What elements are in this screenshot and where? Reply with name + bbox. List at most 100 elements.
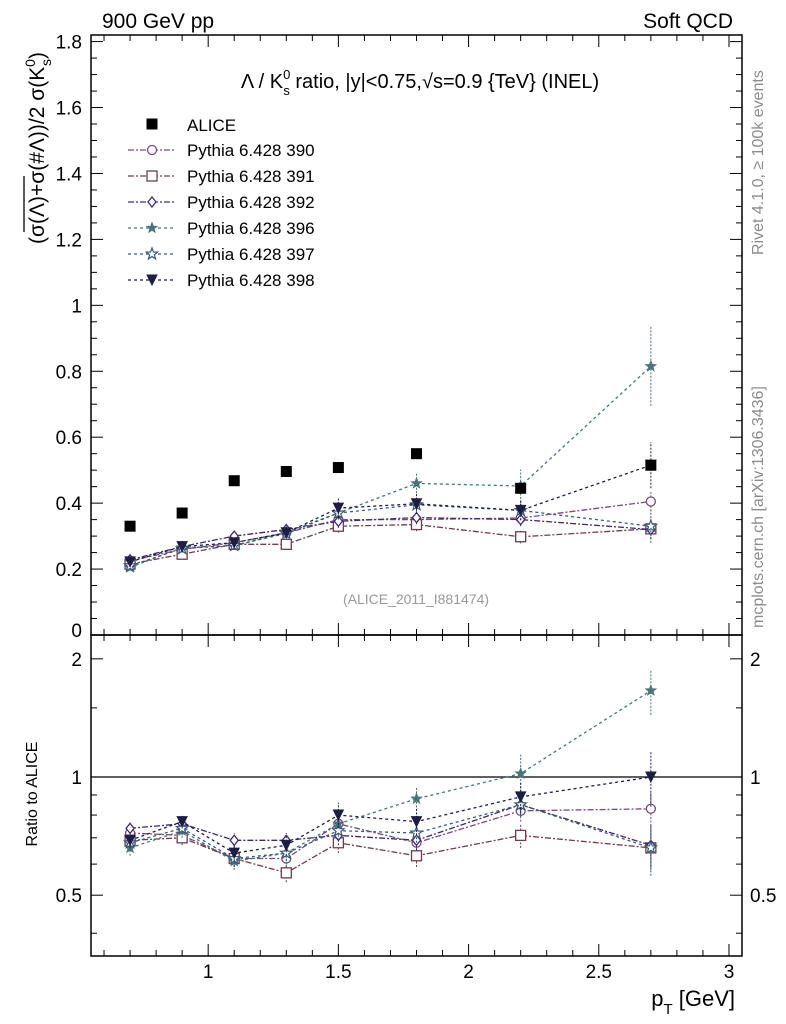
series-392-ratio-point <box>411 834 422 847</box>
y-axis-label: (σ(Λ)+σ(#Λ))/2 σ(K0s) <box>22 52 54 244</box>
series-396-line <box>129 365 652 569</box>
header-left: 900 GeV pp <box>102 10 214 33</box>
y-tick-label: 1.4 <box>56 164 83 185</box>
chart-title: Λ / K0 s ratio, |y|<0.75,√s=0.9 {TeV} (IN… <box>241 67 599 98</box>
y-tick-label: 0.6 <box>56 428 82 449</box>
ratio-y-tick-label: 2 <box>71 650 82 671</box>
ratio-y-tick-label: 2 <box>750 650 761 671</box>
legend-398-marker <box>146 274 158 287</box>
x-tick-label: 2 <box>463 962 474 983</box>
ratio-y-tick-label: 0.5 <box>750 886 776 907</box>
series-398-point <box>332 502 345 515</box>
series-391-point <box>280 538 292 550</box>
series-390-ratio-point <box>645 803 657 814</box>
series-397-ratio-point <box>409 825 424 840</box>
x-tick-label: 1 <box>203 962 214 983</box>
series-390-line <box>129 500 651 562</box>
x-tick-label: 3 <box>724 962 735 983</box>
series-391-ratio-point <box>280 867 292 879</box>
series-391-ratio-line <box>130 834 651 874</box>
ratio-y-tick-label: 0.5 <box>56 886 82 907</box>
series-392-point <box>411 511 422 524</box>
series-391-ratio-point <box>410 850 423 862</box>
series-391-ratio-point <box>515 829 527 842</box>
x-tick-label: 1.5 <box>325 962 351 983</box>
legend-390-label: Pythia 6.428 390 <box>187 141 315 160</box>
series-391-line <box>129 523 651 565</box>
series-398-point <box>280 527 293 539</box>
y-tick-label: 1 <box>71 296 82 317</box>
header-right: Soft QCD <box>643 10 733 33</box>
series-397-point <box>643 518 659 533</box>
alice-data-point <box>645 459 657 471</box>
legend-392-label: Pythia 6.428 392 <box>187 193 315 212</box>
y-tick-label: 1.8 <box>56 33 82 54</box>
alice-data-point <box>280 465 292 477</box>
y-tick-label: 0 <box>71 621 82 642</box>
series-396-ratio-point <box>514 766 528 780</box>
series-398-ratio-point <box>124 834 136 847</box>
y-tick-label: 0.4 <box>56 494 83 515</box>
series-396-point <box>644 359 658 372</box>
ratio-y-tick-label: 1 <box>71 768 82 789</box>
legend-label-alice: ALICE <box>187 116 236 135</box>
series-398-ratio-point <box>280 839 293 852</box>
legend: ALICE Pythia 6.428 390 Pythia 6.428 391 Pyt… <box>128 116 315 290</box>
x-tick-label: 2.5 <box>586 962 612 983</box>
alice-data-point <box>411 448 422 460</box>
legend-391-marker <box>146 170 158 182</box>
series-398-point <box>124 556 136 568</box>
y-tick-label: 1.2 <box>56 230 82 251</box>
series-398-point <box>514 504 527 517</box>
series-397-line <box>129 504 651 567</box>
series-398-ratio-point <box>410 816 423 828</box>
series-398-ratio-point <box>228 847 241 860</box>
series-398-point <box>228 537 241 549</box>
x-axis-label: pT [GeV] <box>651 986 735 1018</box>
series-398-point <box>410 498 423 510</box>
y-tick-label: 0.2 <box>56 560 82 581</box>
series-397-ratio-point <box>331 823 346 837</box>
alice-data-point <box>176 507 188 519</box>
rivet-label: Rivet 4.1.0, ≥ 100k events <box>750 70 767 255</box>
series-396-ratio-point <box>644 683 658 696</box>
series-392-ratio-line <box>130 804 652 846</box>
alice-data-point <box>515 482 527 494</box>
legend-391-label: Pythia 6.428 391 <box>187 167 315 186</box>
series-396-ratio-point <box>410 792 423 805</box>
series-397-ratio-point <box>643 840 659 855</box>
series-398-ratio-point <box>645 771 657 784</box>
series-398-ratio-point <box>332 809 345 822</box>
legend-398-label: Pythia 6.428 398 <box>187 271 315 290</box>
analysis-watermark: (ALICE_2011_I881474) <box>343 591 489 607</box>
legend-397-marker <box>144 246 160 261</box>
legend-397-label: Pythia 6.428 397 <box>187 245 315 264</box>
series-390-point <box>645 496 657 507</box>
series-398-ratio-point <box>176 816 188 828</box>
ratio-y-tick-label: 1 <box>750 768 761 789</box>
series-396-ratio-line <box>129 690 652 862</box>
alice-data-point <box>332 462 344 474</box>
series-398-point <box>176 541 188 553</box>
series-396-point <box>410 476 423 489</box>
y-tick-label: 1.6 <box>56 99 82 120</box>
series-398-line <box>129 464 652 563</box>
ratio-y-axis-label: Ratio to ALICE <box>24 742 41 847</box>
series-398-ratio-line <box>129 776 651 854</box>
series-398-ratio-point <box>514 791 527 803</box>
legend-396-marker <box>145 221 159 234</box>
legend-392-marker <box>147 195 157 209</box>
plot-layer: 1 1.5 2 2.5 3 0.2 0.4 0.6 0.8 1 1.2 1.4 1.6 1.8 0 0.5 0.… <box>56 33 777 983</box>
legend-396-label: Pythia 6.428 396 <box>187 219 315 238</box>
series-392-point <box>333 515 344 528</box>
series-392-ratio-point <box>229 834 240 847</box>
mcplots-label: mcplots.cern.ch [arXiv:1306.3436] <box>750 386 767 628</box>
legend-marker-alice <box>146 118 158 130</box>
alice-data-point <box>228 475 240 487</box>
series-390-ratio-line <box>130 808 651 860</box>
alice-data-point <box>124 520 136 532</box>
series-392-line <box>129 516 651 561</box>
series-391-point <box>515 531 527 543</box>
series-397-ratio-line <box>129 804 652 860</box>
